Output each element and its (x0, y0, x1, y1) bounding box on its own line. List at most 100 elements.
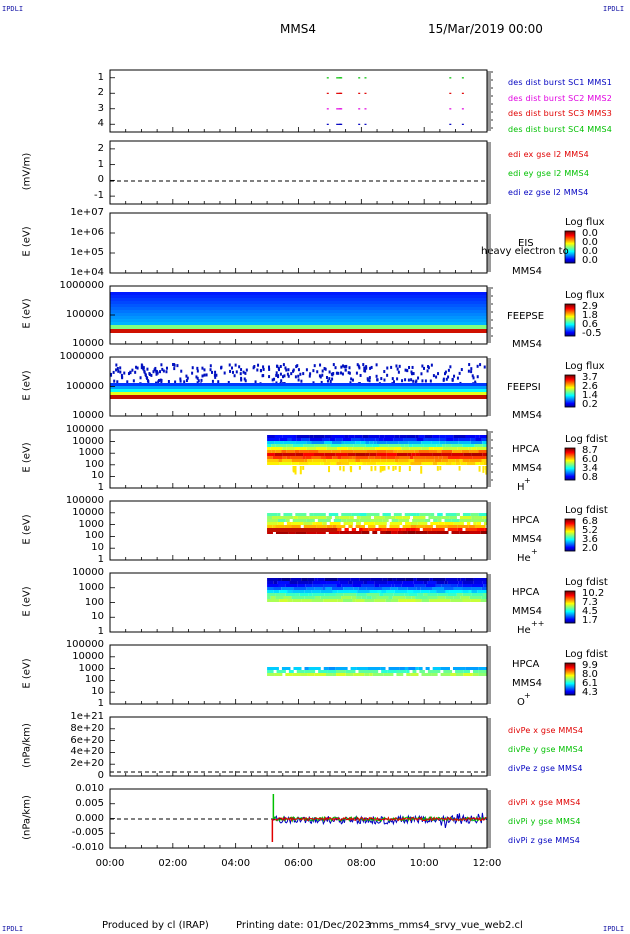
spectro-cell (314, 587, 323, 590)
spectro-speck (292, 466, 295, 473)
colorbar-cell (565, 315, 575, 317)
colorbar-cell (565, 304, 575, 306)
colorbar-cell (565, 693, 575, 695)
spectro-cell (285, 593, 296, 596)
colorbar-cell (565, 475, 575, 477)
colorbar-cell (565, 520, 575, 522)
spectro-cell (301, 599, 312, 602)
legend-entry: des dist burst SC4 MMS4 (508, 124, 613, 134)
colorbar-cell (565, 528, 575, 530)
spectro-speck (437, 372, 440, 376)
spectro-cell (272, 525, 276, 528)
spectro-cell (291, 596, 305, 599)
colorbar-cell (565, 328, 575, 330)
spectro-cell (479, 435, 487, 438)
spectro-cell (373, 587, 382, 590)
colorbar-cell (565, 451, 575, 453)
spectro-cell (437, 462, 446, 465)
spectro-cell (386, 441, 399, 444)
spectro-speck (411, 365, 414, 369)
y-tick-label: 1000 (78, 662, 104, 674)
spectro-cell (281, 578, 291, 581)
spectro-speck (240, 376, 243, 380)
spectro-cell (441, 516, 450, 519)
spectro-speck (139, 376, 142, 380)
colorbar-cell (565, 610, 575, 612)
spectro-cell (279, 462, 292, 465)
spectro-speck (275, 381, 278, 385)
spectro-cell (316, 525, 327, 528)
spectro-cell (267, 525, 273, 528)
colorbar-title: Log fdist (565, 434, 608, 445)
spectro-cell (438, 522, 445, 525)
y-tick-label: 100 (84, 530, 104, 542)
spectro-speck (370, 466, 373, 472)
colorbar-cell (565, 668, 575, 670)
spectro-cell (281, 459, 292, 462)
colorbar-cell (565, 531, 575, 533)
spectro-speck (228, 363, 231, 367)
spectro-speck (328, 466, 331, 473)
spectro-speck (233, 374, 236, 378)
spectro-speck (135, 365, 138, 369)
colorbar-cell (565, 452, 575, 454)
colorbar-cell (565, 597, 575, 599)
spectro-cell (415, 667, 419, 670)
spectro-cell (477, 590, 487, 593)
colorbar-cell (565, 449, 575, 451)
spectro-cell (356, 516, 361, 519)
colorbar-frame (564, 590, 576, 624)
colorbar-cell (565, 242, 575, 244)
spectro-cell (304, 667, 309, 670)
spectro-speck (277, 375, 280, 379)
spectro-cell (309, 438, 323, 441)
spectro-cell (362, 462, 367, 465)
spectro-cell (459, 456, 473, 459)
spectro-cell (478, 667, 487, 670)
spectro-cell (297, 581, 309, 584)
spectro-cell (471, 516, 475, 519)
spectro-speck (154, 366, 157, 370)
spectro-cell (350, 667, 357, 670)
colorbar-cell (565, 395, 575, 397)
spectro-cell (303, 522, 313, 525)
spectro-speck (374, 466, 377, 471)
spectro-cell (406, 670, 410, 673)
colorbar-value: 4.5 (582, 606, 598, 617)
instrument-label: HPCA (512, 587, 540, 598)
spectro-speck (344, 368, 347, 372)
spectro-cell (289, 581, 298, 584)
corner-mark-br: IPDLI (603, 925, 625, 933)
spectro-cell (267, 441, 275, 444)
spectro-speck (243, 377, 246, 381)
colorbar-cell (565, 595, 575, 597)
spectro-cell (485, 441, 487, 444)
spectro-cell (448, 459, 456, 462)
colorbar-cell (565, 320, 575, 322)
spectro-cell (274, 453, 283, 456)
spectro-cell (275, 593, 286, 596)
colorbar-value: 6.1 (582, 678, 598, 689)
spectro-speck (424, 379, 427, 383)
spectro-cell (274, 435, 283, 438)
spectro-speck (331, 373, 334, 377)
colorbar-cell (565, 323, 575, 325)
colorbar-title: Log flux (565, 290, 605, 301)
colorbar-cell (565, 671, 575, 673)
panel-hpca_he (109, 500, 576, 561)
spectro-speck (472, 376, 475, 380)
spectro-cell (341, 462, 350, 465)
spectro-speck (295, 365, 298, 369)
spectro-speck (383, 370, 386, 374)
colorbar-title: Log fdist (565, 649, 608, 660)
colorbar-cell (565, 616, 575, 618)
spectro-cell (387, 670, 397, 673)
spectro-cell (271, 444, 276, 447)
spectro-cell (355, 599, 365, 602)
spectro-cell (351, 513, 360, 516)
colorbar-cell (565, 254, 575, 256)
spectro-cell (403, 438, 417, 441)
spectro-cell (478, 450, 487, 453)
spectro-cell (275, 596, 284, 599)
y-tick-label: 8e+20 (70, 722, 104, 734)
